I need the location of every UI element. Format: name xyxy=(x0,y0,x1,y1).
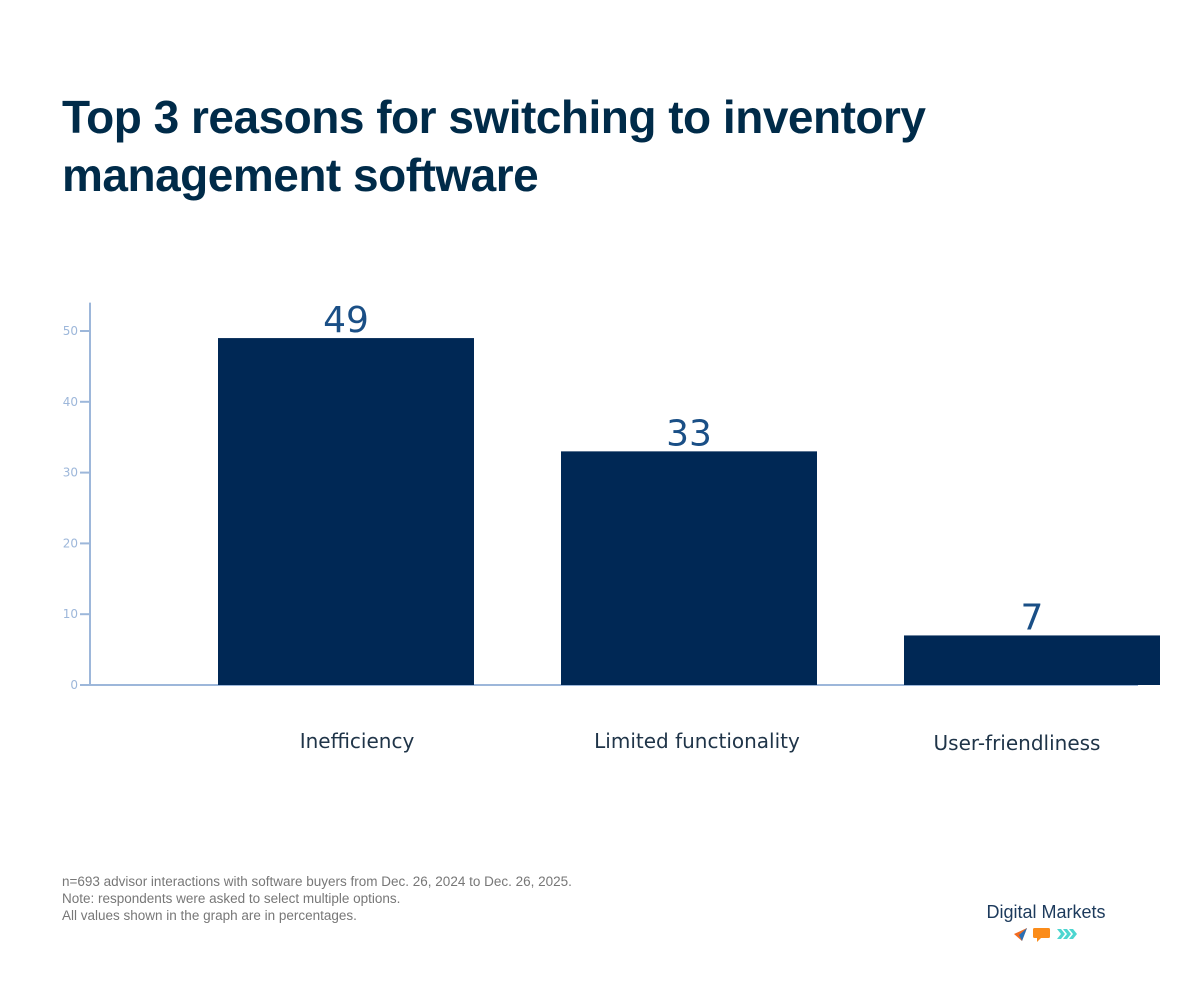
y-tick-label: 0 xyxy=(70,678,78,692)
data-label: 33 xyxy=(666,413,712,454)
bar-inefficiency xyxy=(218,338,474,685)
bars: 49 Inefficiency 33 Limited functionality 7 Us… xyxy=(218,300,1160,755)
chart-title: Top 3 reasons for switching to inventory… xyxy=(62,91,926,201)
y-tick-label: 30 xyxy=(63,466,78,480)
category-label: Inefficiency xyxy=(300,729,415,753)
y-tick-label: 40 xyxy=(63,395,78,409)
y-tick-label: 10 xyxy=(63,607,78,621)
data-label: 49 xyxy=(323,300,369,341)
footnote-line: n=693 advisor interactions with software… xyxy=(62,874,572,889)
speech-bubble-icon xyxy=(1033,928,1050,942)
bar-user-friendliness xyxy=(904,635,1160,685)
bar-limited-functionality xyxy=(561,451,817,685)
category-label: User-friendliness xyxy=(934,731,1101,755)
chevrons-icon xyxy=(1057,929,1077,939)
logo-icons xyxy=(1014,928,1077,942)
paper-plane-icon xyxy=(1014,928,1027,941)
y-tick-label: 50 xyxy=(63,324,78,338)
y-tick-label: 20 xyxy=(63,536,78,550)
category-label: Limited functionality xyxy=(594,729,800,753)
digital-markets-logo: Digital Markets xyxy=(986,902,1106,947)
footnote-line: Note: respondents were asked to select m… xyxy=(62,891,401,906)
footnote: n=693 advisor interactions with software… xyxy=(62,873,572,924)
footnote-line: All values shown in the graph are in per… xyxy=(62,908,357,923)
data-label: 7 xyxy=(1021,597,1044,638)
logo-text: Digital Markets xyxy=(986,902,1106,922)
